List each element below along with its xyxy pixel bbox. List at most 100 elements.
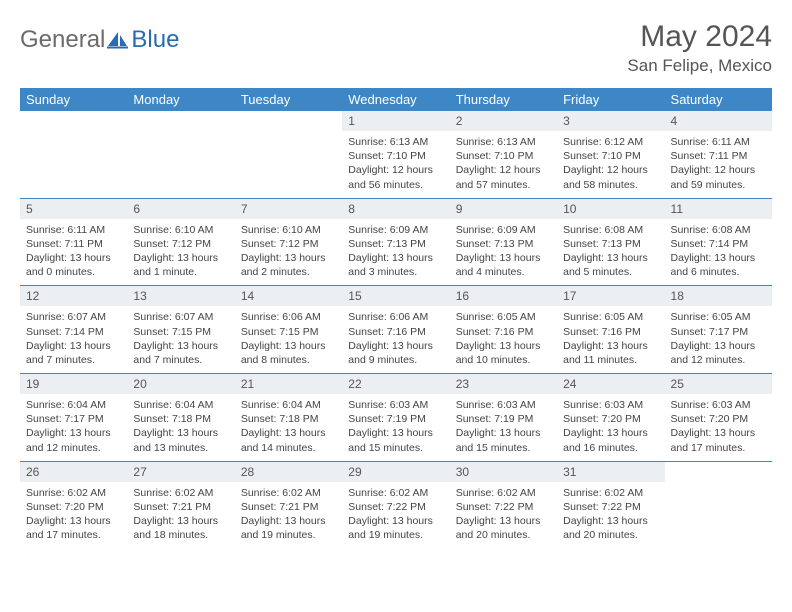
sunrise-text: Sunrise: 6:02 AM bbox=[563, 486, 658, 500]
sunrise-text: Sunrise: 6:13 AM bbox=[348, 135, 443, 149]
sunrise-text: Sunrise: 6:04 AM bbox=[241, 398, 336, 412]
calendar-day-cell: 22Sunrise: 6:03 AMSunset: 7:19 PMDayligh… bbox=[342, 374, 449, 462]
day-data: Sunrise: 6:02 AMSunset: 7:20 PMDaylight:… bbox=[20, 482, 127, 549]
daylight-text: Daylight: 13 hours and 9 minutes. bbox=[348, 339, 443, 367]
daylight-text: Daylight: 13 hours and 12 minutes. bbox=[26, 426, 121, 454]
day-data: Sunrise: 6:13 AMSunset: 7:10 PMDaylight:… bbox=[450, 131, 557, 198]
day-data: Sunrise: 6:07 AMSunset: 7:15 PMDaylight:… bbox=[127, 306, 234, 373]
day-data: Sunrise: 6:03 AMSunset: 7:20 PMDaylight:… bbox=[665, 394, 772, 461]
sunset-text: Sunset: 7:19 PM bbox=[456, 412, 551, 426]
sunrise-text: Sunrise: 6:05 AM bbox=[456, 310, 551, 324]
daylight-text: Daylight: 13 hours and 13 minutes. bbox=[133, 426, 228, 454]
day-data: Sunrise: 6:04 AMSunset: 7:18 PMDaylight:… bbox=[127, 394, 234, 461]
day-data: Sunrise: 6:11 AMSunset: 7:11 PMDaylight:… bbox=[665, 131, 772, 198]
sunset-text: Sunset: 7:18 PM bbox=[133, 412, 228, 426]
daylight-text: Daylight: 13 hours and 16 minutes. bbox=[563, 426, 658, 454]
calendar-day-cell: 24Sunrise: 6:03 AMSunset: 7:20 PMDayligh… bbox=[557, 374, 664, 462]
day-data: Sunrise: 6:09 AMSunset: 7:13 PMDaylight:… bbox=[342, 219, 449, 286]
day-number: 5 bbox=[20, 199, 127, 219]
weekday-header: Tuesday bbox=[235, 88, 342, 111]
weekday-header: Saturday bbox=[665, 88, 772, 111]
day-data: Sunrise: 6:13 AMSunset: 7:10 PMDaylight:… bbox=[342, 131, 449, 198]
calendar-day-cell: 23Sunrise: 6:03 AMSunset: 7:19 PMDayligh… bbox=[450, 374, 557, 462]
calendar-day-cell: 21Sunrise: 6:04 AMSunset: 7:18 PMDayligh… bbox=[235, 374, 342, 462]
daylight-text: Daylight: 13 hours and 15 minutes. bbox=[456, 426, 551, 454]
day-number: 24 bbox=[557, 374, 664, 394]
calendar-day-cell bbox=[127, 111, 234, 198]
sunset-text: Sunset: 7:22 PM bbox=[456, 500, 551, 514]
daylight-text: Daylight: 13 hours and 20 minutes. bbox=[563, 514, 658, 542]
day-data: Sunrise: 6:02 AMSunset: 7:22 PMDaylight:… bbox=[342, 482, 449, 549]
sunset-text: Sunset: 7:10 PM bbox=[563, 149, 658, 163]
daylight-text: Daylight: 13 hours and 18 minutes. bbox=[133, 514, 228, 542]
daylight-text: Daylight: 13 hours and 0 minutes. bbox=[26, 251, 121, 279]
sunset-text: Sunset: 7:15 PM bbox=[133, 325, 228, 339]
calendar-day-cell: 26Sunrise: 6:02 AMSunset: 7:20 PMDayligh… bbox=[20, 461, 127, 548]
calendar-day-cell: 2Sunrise: 6:13 AMSunset: 7:10 PMDaylight… bbox=[450, 111, 557, 198]
calendar-week-row: 1Sunrise: 6:13 AMSunset: 7:10 PMDaylight… bbox=[20, 111, 772, 198]
logo: General Blue bbox=[20, 20, 179, 54]
calendar-day-cell: 9Sunrise: 6:09 AMSunset: 7:13 PMDaylight… bbox=[450, 198, 557, 286]
daylight-text: Daylight: 13 hours and 19 minutes. bbox=[241, 514, 336, 542]
day-data: Sunrise: 6:03 AMSunset: 7:19 PMDaylight:… bbox=[342, 394, 449, 461]
day-data: Sunrise: 6:04 AMSunset: 7:17 PMDaylight:… bbox=[20, 394, 127, 461]
weekday-header: Thursday bbox=[450, 88, 557, 111]
sunset-text: Sunset: 7:10 PM bbox=[348, 149, 443, 163]
calendar-day-cell: 11Sunrise: 6:08 AMSunset: 7:14 PMDayligh… bbox=[665, 198, 772, 286]
daylight-text: Daylight: 13 hours and 19 minutes. bbox=[348, 514, 443, 542]
month-title: May 2024 bbox=[627, 20, 772, 54]
weekday-header: Friday bbox=[557, 88, 664, 111]
day-number: 15 bbox=[342, 286, 449, 306]
daylight-text: Daylight: 12 hours and 56 minutes. bbox=[348, 163, 443, 191]
sunset-text: Sunset: 7:14 PM bbox=[26, 325, 121, 339]
logo-sail-icon bbox=[107, 31, 129, 49]
calendar-day-cell: 1Sunrise: 6:13 AMSunset: 7:10 PMDaylight… bbox=[342, 111, 449, 198]
day-number: 1 bbox=[342, 111, 449, 131]
daylight-text: Daylight: 12 hours and 58 minutes. bbox=[563, 163, 658, 191]
calendar-day-cell: 30Sunrise: 6:02 AMSunset: 7:22 PMDayligh… bbox=[450, 461, 557, 548]
day-data: Sunrise: 6:05 AMSunset: 7:17 PMDaylight:… bbox=[665, 306, 772, 373]
calendar-day-cell: 27Sunrise: 6:02 AMSunset: 7:21 PMDayligh… bbox=[127, 461, 234, 548]
daylight-text: Daylight: 13 hours and 12 minutes. bbox=[671, 339, 766, 367]
weekday-header-row: Sunday Monday Tuesday Wednesday Thursday… bbox=[20, 88, 772, 111]
calendar-week-row: 5Sunrise: 6:11 AMSunset: 7:11 PMDaylight… bbox=[20, 198, 772, 286]
calendar-day-cell: 18Sunrise: 6:05 AMSunset: 7:17 PMDayligh… bbox=[665, 286, 772, 374]
day-data: Sunrise: 6:11 AMSunset: 7:11 PMDaylight:… bbox=[20, 219, 127, 286]
calendar-day-cell bbox=[20, 111, 127, 198]
sunset-text: Sunset: 7:21 PM bbox=[241, 500, 336, 514]
daylight-text: Daylight: 13 hours and 5 minutes. bbox=[563, 251, 658, 279]
sunset-text: Sunset: 7:10 PM bbox=[456, 149, 551, 163]
day-number: 2 bbox=[450, 111, 557, 131]
calendar-day-cell: 7Sunrise: 6:10 AMSunset: 7:12 PMDaylight… bbox=[235, 198, 342, 286]
sunrise-text: Sunrise: 6:08 AM bbox=[671, 223, 766, 237]
sunrise-text: Sunrise: 6:02 AM bbox=[348, 486, 443, 500]
sunset-text: Sunset: 7:21 PM bbox=[133, 500, 228, 514]
sunrise-text: Sunrise: 6:02 AM bbox=[133, 486, 228, 500]
title-block: May 2024 San Felipe, Mexico bbox=[627, 20, 772, 76]
calendar-day-cell: 5Sunrise: 6:11 AMSunset: 7:11 PMDaylight… bbox=[20, 198, 127, 286]
location-label: San Felipe, Mexico bbox=[627, 56, 772, 76]
day-number: 16 bbox=[450, 286, 557, 306]
sunset-text: Sunset: 7:16 PM bbox=[348, 325, 443, 339]
day-number: 29 bbox=[342, 462, 449, 482]
daylight-text: Daylight: 13 hours and 17 minutes. bbox=[671, 426, 766, 454]
daylight-text: Daylight: 13 hours and 7 minutes. bbox=[133, 339, 228, 367]
sunset-text: Sunset: 7:15 PM bbox=[241, 325, 336, 339]
day-number: 6 bbox=[127, 199, 234, 219]
day-number: 23 bbox=[450, 374, 557, 394]
sunrise-text: Sunrise: 6:09 AM bbox=[348, 223, 443, 237]
daylight-text: Daylight: 13 hours and 1 minute. bbox=[133, 251, 228, 279]
calendar-day-cell: 31Sunrise: 6:02 AMSunset: 7:22 PMDayligh… bbox=[557, 461, 664, 548]
sunset-text: Sunset: 7:22 PM bbox=[563, 500, 658, 514]
calendar-table: Sunday Monday Tuesday Wednesday Thursday… bbox=[20, 88, 772, 548]
daylight-text: Daylight: 13 hours and 2 minutes. bbox=[241, 251, 336, 279]
calendar-day-cell: 13Sunrise: 6:07 AMSunset: 7:15 PMDayligh… bbox=[127, 286, 234, 374]
day-data: Sunrise: 6:08 AMSunset: 7:13 PMDaylight:… bbox=[557, 219, 664, 286]
sunrise-text: Sunrise: 6:06 AM bbox=[348, 310, 443, 324]
daylight-text: Daylight: 13 hours and 11 minutes. bbox=[563, 339, 658, 367]
day-data: Sunrise: 6:10 AMSunset: 7:12 PMDaylight:… bbox=[235, 219, 342, 286]
page-header: General Blue May 2024 San Felipe, Mexico bbox=[20, 20, 772, 76]
calendar-day-cell: 20Sunrise: 6:04 AMSunset: 7:18 PMDayligh… bbox=[127, 374, 234, 462]
sunset-text: Sunset: 7:11 PM bbox=[671, 149, 766, 163]
sunset-text: Sunset: 7:22 PM bbox=[348, 500, 443, 514]
